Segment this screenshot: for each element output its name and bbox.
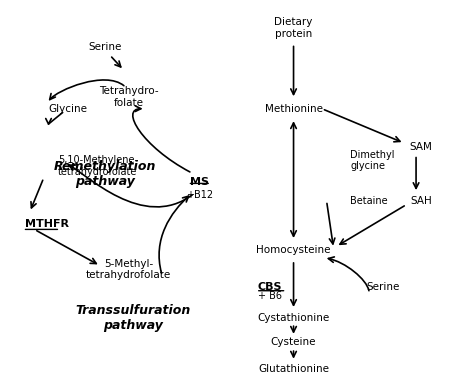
FancyArrowPatch shape bbox=[50, 80, 124, 100]
Text: MS: MS bbox=[190, 176, 209, 186]
Text: Dimethyl
glycine: Dimethyl glycine bbox=[350, 150, 394, 171]
Text: Homocysteine: Homocysteine bbox=[256, 245, 331, 256]
Text: Transsulfuration
pathway: Transsulfuration pathway bbox=[76, 303, 191, 332]
FancyArrowPatch shape bbox=[328, 257, 369, 291]
Text: Methionine: Methionine bbox=[264, 104, 322, 114]
FancyArrowPatch shape bbox=[159, 196, 189, 273]
Text: Dietary
protein: Dietary protein bbox=[274, 17, 313, 39]
FancyArrowPatch shape bbox=[46, 113, 63, 124]
Text: +B12: +B12 bbox=[186, 190, 213, 200]
Text: MTHFR: MTHFR bbox=[25, 218, 69, 229]
FancyArrowPatch shape bbox=[69, 165, 192, 207]
Text: Cystathionine: Cystathionine bbox=[257, 313, 330, 323]
Text: + B6: + B6 bbox=[258, 291, 282, 301]
Text: SAH: SAH bbox=[410, 196, 432, 206]
Text: Cysteine: Cysteine bbox=[271, 337, 316, 347]
FancyArrowPatch shape bbox=[133, 106, 190, 172]
Text: Glycine: Glycine bbox=[48, 104, 88, 114]
Text: Remethylation
pathway: Remethylation pathway bbox=[54, 160, 156, 188]
Text: 5-Methyl-
tetrahydrofolate: 5-Methyl- tetrahydrofolate bbox=[86, 259, 171, 281]
Text: Serine: Serine bbox=[88, 42, 122, 52]
Text: Tetrahydro-
folate: Tetrahydro- folate bbox=[99, 86, 158, 108]
Text: Betaine: Betaine bbox=[350, 196, 388, 206]
Text: Glutathionine: Glutathionine bbox=[258, 364, 329, 374]
Text: 5,10-Methylene-
tetrahydrofolate: 5,10-Methylene- tetrahydrofolate bbox=[58, 156, 138, 177]
Text: CBS: CBS bbox=[258, 282, 282, 292]
Text: Serine: Serine bbox=[366, 282, 400, 292]
Text: SAM: SAM bbox=[410, 142, 432, 152]
